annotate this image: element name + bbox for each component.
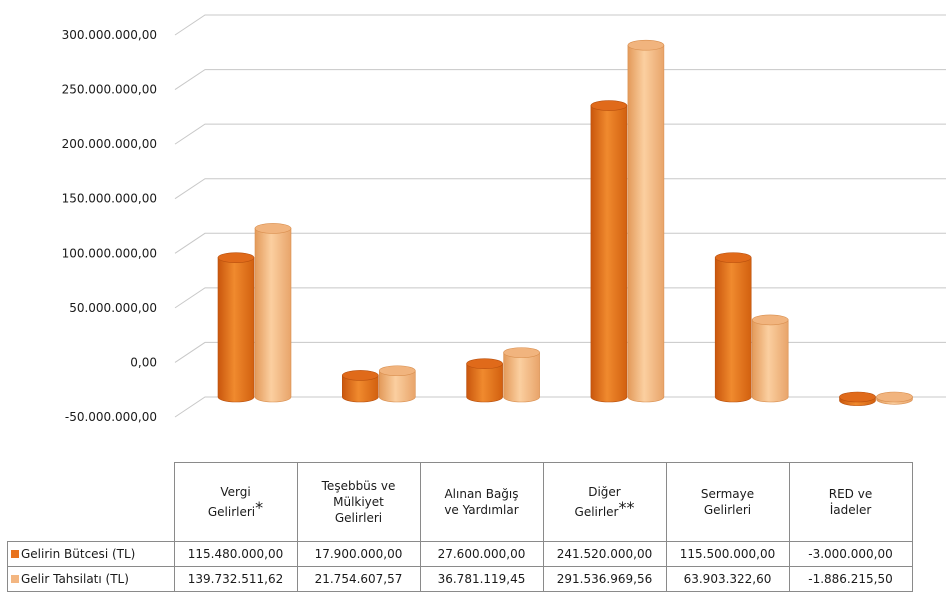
gridline bbox=[174, 123, 946, 145]
data-label: 241.520.000,00 bbox=[542, 541, 667, 567]
footnote-mark: * bbox=[255, 498, 264, 517]
bar bbox=[341, 370, 379, 403]
bars bbox=[217, 39, 913, 406]
gridline bbox=[174, 396, 946, 418]
y-tick-label: 250.000.000,00 bbox=[62, 83, 157, 97]
data-label: 115.480.000,00 bbox=[173, 541, 298, 567]
bar bbox=[254, 223, 292, 403]
category-label: Diğer Gelirler** bbox=[542, 462, 667, 542]
data-table-header: Vergi Gelirleri* Teşebbüs ve Mülkiyet Gelirl… bbox=[7, 462, 913, 542]
category-label: Sermaye Gelirleri bbox=[665, 462, 790, 542]
bar bbox=[714, 252, 752, 403]
bar bbox=[378, 365, 416, 403]
data-label: 115.500.000,00 bbox=[665, 541, 790, 567]
bar bbox=[839, 391, 876, 406]
data-label: 17.900.000,00 bbox=[296, 541, 421, 567]
gridline bbox=[174, 178, 946, 200]
legend-key bbox=[11, 550, 19, 558]
y-tick-label: 50.000.000,00 bbox=[69, 301, 157, 315]
bar bbox=[503, 347, 540, 403]
gridline bbox=[174, 14, 946, 36]
data-label: 139.732.511,62 bbox=[173, 566, 298, 592]
category-label: Teşebbüs ve Mülkiyet Gelirleri bbox=[296, 462, 421, 542]
category-label: Alınan Bağış ve Yardımlar bbox=[419, 462, 544, 542]
footnote-mark: ** bbox=[618, 498, 635, 517]
data-table-row: Gelirin Bütcesi (TL) 115.480.000,00 17.900… bbox=[7, 541, 913, 567]
bar bbox=[627, 39, 665, 403]
data-label: 63.903.322,60 bbox=[665, 566, 790, 592]
series-legend-label: Gelirin Bütcesi (TL) bbox=[7, 541, 175, 567]
data-table-row: Gelir Tahsilatı (TL) 139.732.511,62 21.754… bbox=[7, 566, 913, 592]
gridlines bbox=[174, 14, 946, 418]
y-axis-ticks: 300.000.000,00 250.000.000,00 200.000.000,… bbox=[62, 28, 157, 424]
data-table-body: Gelirin Bütcesi (TL) 115.480.000,00 17.900… bbox=[7, 541, 913, 592]
y-tick-label: 100.000.000,00 bbox=[62, 246, 157, 260]
y-tick-label: 0,00 bbox=[130, 355, 157, 369]
gridline bbox=[174, 287, 946, 309]
y-tick-label: 300.000.000,00 bbox=[62, 28, 157, 42]
data-label: 27.600.000,00 bbox=[419, 541, 544, 567]
bar bbox=[466, 358, 503, 403]
data-label: 36.781.119,45 bbox=[419, 566, 544, 592]
data-label: 21.754.607,57 bbox=[296, 566, 421, 592]
y-tick-label: 200.000.000,00 bbox=[62, 137, 157, 151]
series-legend-label: Gelir Tahsilatı (TL) bbox=[7, 566, 175, 592]
legend-key bbox=[11, 575, 19, 583]
bar bbox=[217, 252, 255, 403]
data-label: -3.000.000,00 bbox=[788, 541, 913, 567]
bar bbox=[590, 100, 628, 403]
gridline bbox=[174, 69, 946, 90]
y-tick-label: -50.000.000,00 bbox=[65, 410, 157, 424]
data-label: -1.886.215,50 bbox=[788, 566, 913, 592]
y-tick-label: 150.000.000,00 bbox=[62, 192, 157, 206]
bar bbox=[876, 391, 913, 405]
gridline bbox=[174, 341, 946, 363]
category-label: Vergi Gelirleri* bbox=[173, 462, 298, 542]
data-label: 291.536.969,56 bbox=[542, 566, 667, 592]
gridline bbox=[174, 232, 946, 254]
category-label: RED ve İadeler bbox=[788, 462, 913, 542]
bar bbox=[751, 314, 789, 403]
data-table: Vergi Gelirleri* Teşebbüs ve Mülkiyet Gelirl… bbox=[7, 462, 913, 592]
data-table-corner bbox=[7, 462, 175, 542]
